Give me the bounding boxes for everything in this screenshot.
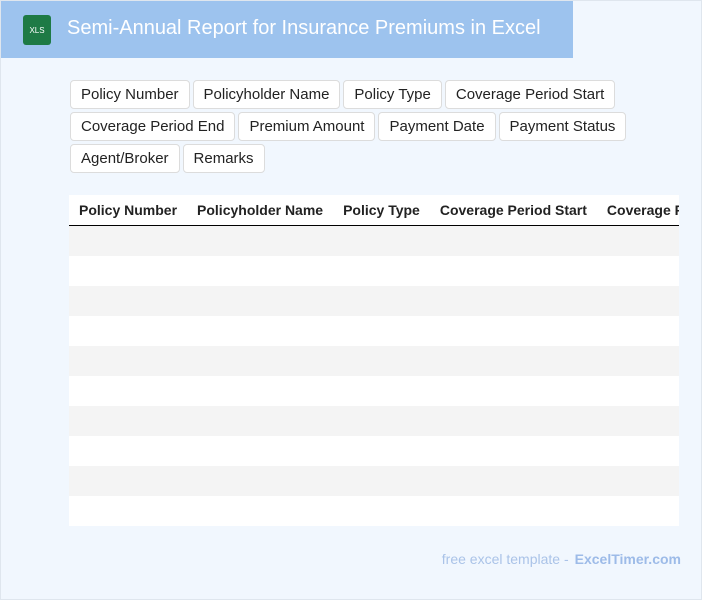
table-cell bbox=[69, 376, 188, 406]
column-header: Policyholder Name bbox=[187, 195, 334, 226]
table-cell bbox=[429, 316, 597, 346]
field-tag: Payment Status bbox=[498, 112, 627, 141]
table-row bbox=[69, 225, 679, 256]
table-cell bbox=[429, 256, 597, 286]
table-cell bbox=[69, 316, 188, 346]
field-tag: Payment Date bbox=[378, 112, 496, 141]
table-cell bbox=[69, 286, 188, 316]
table-row bbox=[69, 466, 679, 496]
table-row bbox=[69, 496, 679, 526]
header-row: Policy Number Policyholder Name Policy Typ… bbox=[69, 195, 679, 226]
table-cell bbox=[187, 256, 334, 286]
table-cell bbox=[333, 225, 430, 256]
table-cell bbox=[596, 466, 679, 496]
table-cell bbox=[596, 376, 679, 406]
table-cell bbox=[187, 376, 334, 406]
table-cell bbox=[187, 225, 334, 256]
footer: free excel template - ExcelTimer.com bbox=[442, 551, 681, 567]
field-tag: Policy Number bbox=[70, 80, 190, 109]
table-cell bbox=[69, 436, 188, 466]
table-cell bbox=[429, 466, 597, 496]
table-cell bbox=[596, 256, 679, 286]
field-tag: Policy Type bbox=[343, 80, 442, 109]
column-header: Coverage Period End bbox=[596, 195, 679, 226]
table-cell bbox=[429, 496, 597, 526]
table-cell bbox=[429, 225, 597, 256]
table-cell bbox=[596, 436, 679, 466]
table-row bbox=[69, 436, 679, 466]
table-cell bbox=[187, 496, 334, 526]
column-header: Policy Number bbox=[69, 195, 188, 226]
table-cell bbox=[333, 496, 430, 526]
page-title: Semi-Annual Report for Insurance Premium… bbox=[67, 17, 541, 39]
table-cell bbox=[187, 466, 334, 496]
table-cell bbox=[429, 406, 597, 436]
column-header: Policy Type bbox=[333, 195, 430, 226]
footer-text: free excel template - bbox=[441, 551, 569, 567]
field-tag: Premium Amount bbox=[238, 112, 376, 141]
field-tag: Coverage Period Start bbox=[444, 80, 616, 109]
icon-label: XLS bbox=[29, 26, 45, 35]
table-cell bbox=[333, 286, 430, 316]
table-cell bbox=[429, 346, 597, 376]
table-cell bbox=[333, 466, 430, 496]
table-row bbox=[69, 286, 679, 316]
table-cell bbox=[69, 406, 188, 436]
field-tag: Policyholder Name bbox=[192, 80, 341, 109]
table-row bbox=[69, 406, 679, 436]
xls-icon: XLS bbox=[23, 15, 51, 45]
table-cell bbox=[187, 286, 334, 316]
table-cell bbox=[69, 346, 188, 376]
table-row bbox=[69, 316, 679, 346]
table-cell bbox=[596, 225, 679, 256]
table-cell bbox=[333, 316, 430, 346]
table-cell bbox=[333, 376, 430, 406]
table-cell bbox=[333, 406, 430, 436]
table-cell bbox=[596, 286, 679, 316]
table-cell bbox=[333, 256, 430, 286]
table-cell bbox=[69, 466, 188, 496]
table-row bbox=[69, 376, 679, 406]
field-tag: Agent/Broker bbox=[70, 144, 180, 173]
table-cell bbox=[187, 316, 334, 346]
table-body bbox=[69, 225, 679, 526]
table-cell bbox=[429, 376, 597, 406]
table-cell bbox=[596, 316, 679, 346]
table-cell bbox=[69, 225, 188, 256]
table-row bbox=[69, 256, 679, 286]
table-cell bbox=[429, 286, 597, 316]
footer-link[interactable]: ExcelTimer.com bbox=[574, 551, 681, 567]
data-table: Policy Number Policyholder Name Policy Typ… bbox=[69, 195, 679, 526]
table-cell bbox=[596, 406, 679, 436]
table-cell bbox=[187, 436, 334, 466]
table-container: Policy Number Policyholder Name Policy Typ… bbox=[69, 195, 679, 526]
table-cell bbox=[187, 406, 334, 436]
table-cell bbox=[69, 256, 188, 286]
field-tags: Policy Number Policyholder Name Policy Typ… bbox=[70, 80, 630, 173]
table-cell bbox=[596, 346, 679, 376]
table-row bbox=[69, 346, 679, 376]
table-cell bbox=[333, 436, 430, 466]
column-header: Coverage Period Start bbox=[429, 195, 597, 226]
table-cell bbox=[333, 346, 430, 376]
field-tag: Coverage Period End bbox=[70, 112, 236, 141]
header-bar: XLS Semi-Annual Report for Insurance Pre… bbox=[1, 1, 573, 58]
table-cell bbox=[69, 496, 188, 526]
table-cell bbox=[429, 436, 597, 466]
field-tag: Remarks bbox=[182, 144, 265, 173]
table-cell bbox=[596, 496, 679, 526]
table-cell bbox=[187, 346, 334, 376]
